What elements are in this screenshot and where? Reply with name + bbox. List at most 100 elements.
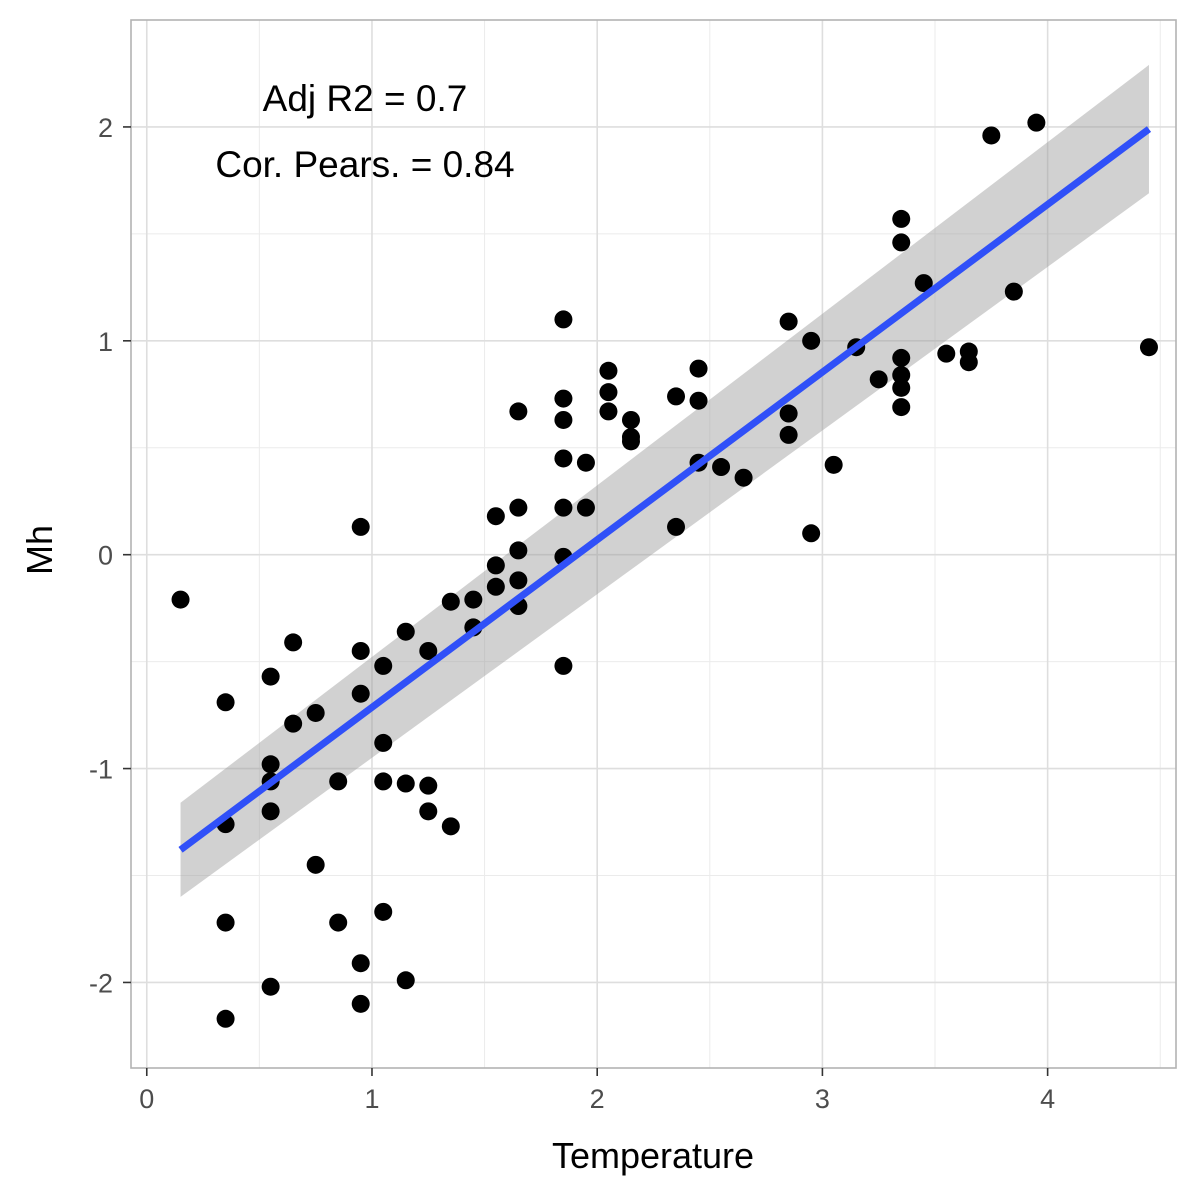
data-point	[892, 366, 911, 385]
data-point	[509, 498, 528, 517]
data-point	[1139, 338, 1158, 357]
data-point	[351, 517, 370, 536]
data-point	[599, 361, 618, 380]
data-point	[216, 693, 235, 712]
data-point	[441, 592, 460, 611]
regression-line	[178, 126, 1152, 853]
data-point	[486, 507, 505, 526]
y-tick-label: 2	[98, 113, 113, 143]
data-point	[689, 391, 708, 410]
data-point	[802, 524, 821, 543]
data-point	[892, 233, 911, 252]
data-point	[351, 684, 370, 703]
data-point	[599, 383, 618, 402]
points-layer	[171, 113, 1158, 1028]
annotation-pearson: Cor. Pears. = 0.84	[215, 144, 514, 185]
x-tick-label: 3	[815, 1084, 830, 1114]
data-point	[306, 703, 325, 722]
data-point	[374, 733, 393, 752]
data-point	[576, 453, 595, 472]
x-tick-label: 2	[590, 1084, 605, 1114]
data-point	[779, 425, 798, 444]
data-point	[374, 772, 393, 791]
data-point	[892, 398, 911, 417]
x-tick-labels: 0 1 2 3 4	[139, 1084, 1055, 1114]
data-point	[982, 126, 1001, 145]
y-tick-label: 1	[98, 327, 113, 357]
data-point	[284, 633, 303, 652]
y-tick-labels: -2 -1 0 1 2	[89, 113, 113, 999]
data-point	[554, 410, 573, 429]
data-point	[779, 404, 798, 423]
data-point	[667, 387, 686, 406]
data-point	[892, 348, 911, 367]
data-point	[824, 455, 843, 474]
data-point	[329, 772, 348, 791]
data-point	[621, 410, 640, 429]
data-point	[959, 353, 978, 372]
y-tick-label: 0	[98, 541, 113, 571]
x-tick-label: 0	[139, 1084, 154, 1114]
data-point	[802, 331, 821, 350]
data-point	[396, 774, 415, 793]
data-point	[419, 802, 438, 821]
data-point	[374, 902, 393, 921]
data-point	[261, 977, 280, 996]
data-point	[486, 556, 505, 575]
data-point	[892, 378, 911, 397]
data-point	[554, 449, 573, 468]
y-axis-title: Mh	[19, 525, 60, 575]
data-point	[914, 274, 933, 293]
data-point	[509, 571, 528, 590]
data-point	[419, 641, 438, 660]
confidence-band-layer	[180, 64, 1149, 897]
data-point	[599, 402, 618, 421]
data-point	[576, 498, 595, 517]
data-point	[486, 577, 505, 596]
data-point	[509, 541, 528, 560]
data-point	[374, 656, 393, 675]
annotation-adj-r2: Adj R2 = 0.7	[263, 78, 468, 119]
data-point	[554, 310, 573, 329]
data-point	[689, 359, 708, 378]
data-point	[937, 344, 956, 363]
y-tick-label: -2	[89, 968, 113, 998]
data-point	[261, 802, 280, 821]
data-point	[554, 498, 573, 517]
data-point	[464, 590, 483, 609]
data-point	[396, 622, 415, 641]
data-point	[667, 517, 686, 536]
data-point	[734, 468, 753, 487]
regression-line-layer	[178, 126, 1152, 853]
data-point	[396, 971, 415, 990]
data-point	[554, 389, 573, 408]
data-point	[554, 656, 573, 675]
plot-panel-border	[130, 19, 1177, 1069]
x-tick-label: 1	[364, 1084, 379, 1114]
x-axis-title: Temperature	[552, 1135, 754, 1176]
data-point	[351, 994, 370, 1013]
data-point	[216, 1009, 235, 1028]
data-point	[712, 458, 731, 477]
data-point	[171, 590, 190, 609]
data-point	[779, 312, 798, 331]
data-point	[216, 913, 235, 932]
data-point	[509, 402, 528, 421]
data-point	[441, 817, 460, 836]
data-point	[419, 776, 438, 795]
data-point	[351, 954, 370, 973]
data-point	[869, 370, 888, 389]
data-point	[892, 209, 911, 228]
data-point	[306, 855, 325, 874]
x-tick-label: 4	[1040, 1084, 1055, 1114]
y-tick-label: -1	[89, 755, 113, 785]
data-point	[1027, 113, 1046, 132]
data-point	[621, 432, 640, 451]
data-point	[329, 913, 348, 932]
axis-ticks	[123, 126, 1049, 1076]
data-point	[351, 641, 370, 660]
data-point	[261, 755, 280, 774]
confidence-band	[180, 64, 1149, 897]
data-point	[284, 714, 303, 733]
